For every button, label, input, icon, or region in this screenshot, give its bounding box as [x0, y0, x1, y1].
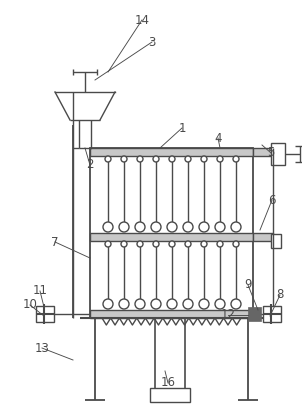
Circle shape: [169, 241, 175, 247]
Text: 11: 11: [33, 284, 47, 298]
Bar: [90, 233, 253, 241]
Circle shape: [217, 241, 223, 247]
Circle shape: [137, 241, 143, 247]
Circle shape: [217, 156, 223, 162]
Circle shape: [199, 222, 209, 232]
Bar: [36, 306, 54, 322]
Circle shape: [231, 222, 241, 232]
Circle shape: [135, 222, 145, 232]
Circle shape: [153, 241, 159, 247]
Circle shape: [201, 156, 207, 162]
Circle shape: [215, 222, 225, 232]
Text: 2: 2: [86, 158, 94, 171]
Bar: [90, 148, 253, 156]
Bar: [90, 148, 253, 318]
Text: 4: 4: [214, 131, 222, 144]
Circle shape: [167, 299, 177, 309]
Circle shape: [105, 241, 111, 247]
Text: 10: 10: [23, 298, 37, 311]
Text: 5: 5: [267, 147, 275, 160]
Circle shape: [151, 222, 161, 232]
Bar: [253, 148, 273, 156]
Text: 6: 6: [268, 193, 276, 206]
Polygon shape: [55, 92, 115, 120]
Circle shape: [167, 222, 177, 232]
Circle shape: [185, 156, 191, 162]
Text: 14: 14: [134, 13, 149, 26]
Circle shape: [183, 222, 193, 232]
Text: 16: 16: [160, 376, 175, 389]
Circle shape: [231, 299, 241, 309]
Circle shape: [119, 299, 129, 309]
Circle shape: [215, 299, 225, 309]
Circle shape: [153, 156, 159, 162]
Circle shape: [137, 156, 143, 162]
Bar: [263, 306, 281, 322]
Circle shape: [233, 156, 239, 162]
Circle shape: [103, 299, 113, 309]
Bar: [271, 143, 285, 165]
Bar: [271, 234, 281, 248]
Bar: [248, 307, 261, 321]
Circle shape: [103, 222, 113, 232]
Circle shape: [121, 241, 127, 247]
Text: 1: 1: [178, 122, 186, 134]
Circle shape: [201, 241, 207, 247]
Circle shape: [151, 299, 161, 309]
Circle shape: [199, 299, 209, 309]
Circle shape: [121, 156, 127, 162]
Circle shape: [185, 241, 191, 247]
Circle shape: [169, 156, 175, 162]
Text: 13: 13: [34, 341, 50, 354]
Circle shape: [183, 299, 193, 309]
Circle shape: [105, 156, 111, 162]
Text: 8: 8: [276, 289, 284, 302]
Text: 3: 3: [148, 35, 156, 48]
Circle shape: [119, 222, 129, 232]
Bar: [90, 310, 253, 318]
Circle shape: [135, 299, 145, 309]
Text: 12: 12: [220, 309, 236, 322]
Text: 9: 9: [244, 278, 252, 291]
Text: 7: 7: [51, 236, 59, 249]
Bar: [253, 233, 273, 241]
Circle shape: [233, 241, 239, 247]
Bar: [150, 388, 190, 402]
